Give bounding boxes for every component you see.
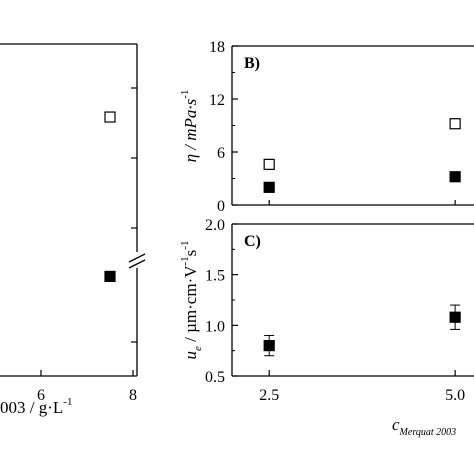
axis-break-mark bbox=[128, 259, 146, 269]
left-data-point bbox=[104, 270, 116, 282]
c-x-tick-label: 2.5 bbox=[259, 387, 279, 404]
c-y-axis-label: ue / µm·cm·V-1s-1 bbox=[179, 241, 204, 360]
c-data-point bbox=[263, 340, 275, 352]
c-y-label-rest: / µm·cm·V bbox=[181, 265, 200, 346]
left-x-tick-label: 8 bbox=[129, 387, 137, 404]
b-y-label-sup: -1 bbox=[179, 90, 191, 99]
c-y-label-sup2: -1 bbox=[179, 241, 191, 250]
left-x-label-sup: -1 bbox=[63, 396, 72, 408]
b-data-point bbox=[263, 181, 275, 193]
c-x-label-text: c bbox=[392, 415, 400, 434]
c-y-tick-label: 1.0 bbox=[205, 318, 225, 335]
panel-c-label: C) bbox=[244, 233, 261, 250]
c-y-label-s: s bbox=[181, 250, 200, 257]
c-y-tick-label: 0.5 bbox=[205, 369, 225, 386]
panel-c: 0.5 1.0 1.5 2.0 2.5 5.0 C) cMerquat 2003 ue / µm… bbox=[179, 217, 474, 438]
c-y-tick-label: 2.0 bbox=[205, 217, 225, 234]
b-data-point bbox=[449, 118, 461, 130]
left-panel: 6 8 003 / g·L-1 bbox=[0, 43, 146, 417]
c-data-point bbox=[449, 311, 461, 323]
b-y-tick-label: 0 bbox=[217, 198, 225, 215]
c-y-label-sup1: -1 bbox=[179, 256, 191, 265]
c-y-tick-label: 1.5 bbox=[205, 268, 225, 285]
left-x-axis-label: 003 / g·L-1 bbox=[0, 396, 72, 417]
c-x-tick-label: 5.0 bbox=[445, 387, 465, 404]
b-data-point bbox=[449, 171, 461, 183]
panel-b-label: B) bbox=[244, 55, 260, 72]
b-y-label-text: η / mPa·s bbox=[181, 98, 200, 162]
c-y-label-sub: e bbox=[192, 346, 204, 351]
panel-b: 0 6 12 18 B) η / mPa·s-1 bbox=[179, 39, 474, 215]
c-x-axis-label: cMerquat 2003 bbox=[392, 415, 456, 438]
left-data-point bbox=[104, 111, 116, 123]
b-y-tick-label: 18 bbox=[209, 39, 225, 56]
b-data-point bbox=[263, 158, 275, 170]
axis-break-mark bbox=[128, 253, 146, 263]
b-y-tick-label: 12 bbox=[209, 92, 225, 109]
left-x-tick-label: 6 bbox=[37, 387, 45, 404]
c-y-label-u: u bbox=[181, 351, 200, 360]
b-y-tick-label: 6 bbox=[217, 145, 225, 162]
b-y-axis-label: η / mPa·s-1 bbox=[179, 90, 200, 163]
c-x-label-sub: Merquat 2003 bbox=[399, 427, 457, 438]
left-x-label-text: 003 / g·L bbox=[0, 398, 63, 417]
